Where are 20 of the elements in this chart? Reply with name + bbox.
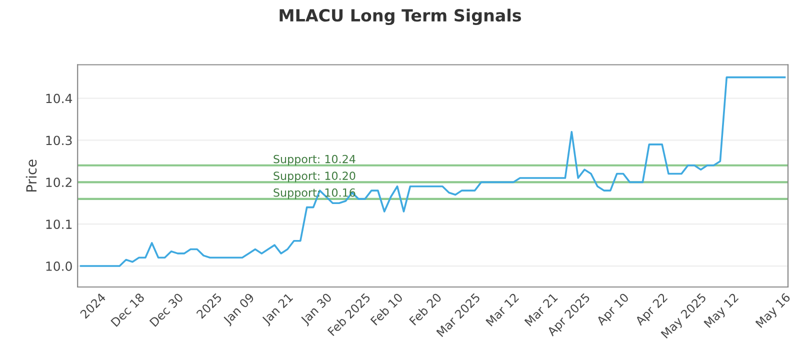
x-tick-label: Dec 18 xyxy=(110,292,145,327)
x-tick-label: Jan 09 xyxy=(222,292,256,326)
chart-title: MLACU Long Term Signals xyxy=(280,8,522,26)
x-tick-label: Apr 10 xyxy=(596,292,631,328)
x-tick-label: Jan 21 xyxy=(261,292,295,326)
line-series xyxy=(80,76,786,267)
x-tick-label: Apr 22 xyxy=(634,292,670,328)
x-tick-label: Mar 12 xyxy=(485,292,520,327)
x-tick-label: Feb 20 xyxy=(408,292,442,326)
y-tick-label: 10.4 xyxy=(46,94,72,104)
x-tick-label: Dec 30 xyxy=(149,292,184,327)
y-tick-label: 10.0 xyxy=(46,262,72,271)
x-tick-label: Jan 30 xyxy=(300,292,334,326)
ref-line-label: Support: 10.20 xyxy=(274,172,356,182)
x-tick-label: Feb 10 xyxy=(370,292,404,326)
y-tick-label: 10.3 xyxy=(46,136,72,146)
y-tick-label: 10.2 xyxy=(46,178,72,188)
y-tick-label: 10.1 xyxy=(46,220,72,230)
ref-line-label: Support: 10.24 xyxy=(274,154,356,166)
y-axis-title: Price xyxy=(26,160,37,192)
